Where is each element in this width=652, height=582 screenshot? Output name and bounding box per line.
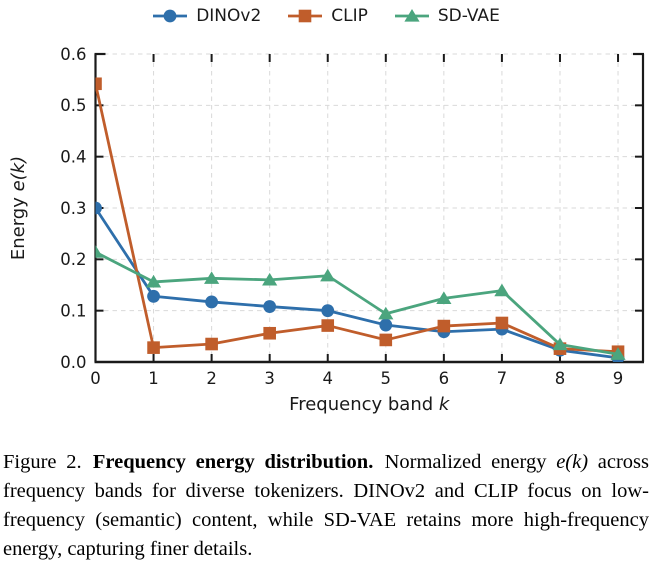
data-point-square	[437, 319, 451, 333]
caption-figure-label: Figure 2.	[3, 451, 82, 473]
legend-item-sd-vae: SD-VAE	[394, 6, 500, 26]
legend-label: DINOv2	[196, 6, 262, 26]
caption-title: Frequency energy distribution.	[92, 451, 374, 473]
data-point-triangle	[95, 245, 104, 258]
data-point-circle	[263, 300, 277, 313]
circle-marker-icon	[153, 9, 188, 23]
x-tick-label: 3	[264, 369, 275, 388]
y-tick-label: 0.2	[60, 250, 86, 269]
series-sd-vae	[95, 245, 626, 360]
x-tick-label: 4	[322, 369, 333, 388]
figure-caption: Figure 2. Frequency energy distribution. N…	[3, 448, 649, 564]
y-tick-label: 0.6	[60, 45, 86, 64]
chart-legend: DINOv2 CLIP SD-VAE	[0, 6, 652, 26]
series-line	[95, 83, 619, 354]
x-axis-title: Frequency band k	[289, 394, 451, 415]
data-point-square	[263, 326, 276, 340]
y-tick-label: 0.0	[60, 353, 86, 372]
series-dinov2	[95, 201, 625, 362]
data-point-square	[379, 333, 393, 347]
data-point-triangle	[552, 337, 568, 351]
data-point-circle	[95, 201, 102, 215]
legend-label: CLIP	[331, 6, 368, 26]
y-tick-label: 0.5	[60, 96, 86, 115]
x-tick-label: 8	[555, 369, 566, 388]
data-point-circle	[163, 9, 177, 23]
series-line	[95, 250, 619, 356]
data-point-circle	[147, 289, 160, 303]
caption-body-post: across frequency bands for diverse token…	[3, 451, 650, 560]
data-point-triangle	[404, 9, 420, 22]
data-point-triangle	[204, 271, 220, 284]
legend-item-clip: CLIP	[287, 6, 368, 26]
legend-item-dinov2: DINOv2	[152, 6, 261, 26]
data-point-square	[95, 77, 102, 91]
x-tick-label: 2	[206, 369, 217, 388]
data-point-square	[298, 9, 312, 23]
y-axis-title: Energy e(k)	[8, 156, 29, 260]
frequency-energy-chart: DINOv2 CLIP SD-VAE 0.0 0.1 0.2 0.3 0.4 0.5 0.6 0 1…	[0, 6, 652, 415]
x-tick-label: 7	[497, 369, 508, 388]
y-tick-label: 0.4	[60, 147, 86, 166]
data-point-circle	[321, 304, 335, 318]
data-point-square	[205, 337, 218, 351]
triangle-marker-icon	[394, 9, 429, 22]
data-point-square	[495, 316, 509, 330]
line-plot-canvas: 0.0 0.1 0.2 0.3 0.4 0.5 0.6 0 1 2 3 4 5 6 7 8 9 Frequency…	[8, 45, 645, 415]
legend-label: SD-VAE	[437, 6, 500, 26]
caption-math-term: e(k)	[556, 451, 589, 473]
x-tick-label: 1	[148, 369, 159, 388]
y-tick-label: 0.1	[60, 301, 86, 320]
caption-body-pre: Normalized energy	[384, 451, 557, 473]
data-point-triangle	[262, 272, 278, 286]
data-point-triangle	[145, 274, 162, 288]
x-tick-label: 5	[381, 369, 392, 388]
x-tick-label: 6	[439, 369, 450, 388]
data-point-triangle	[610, 347, 626, 360]
data-point-square	[321, 319, 335, 332]
x-tick-label: 0	[90, 369, 101, 388]
data-point-triangle	[378, 306, 394, 320]
series-line	[95, 207, 619, 360]
data-point-triangle	[436, 291, 452, 304]
data-point-square	[147, 341, 160, 354]
data-point-circle	[379, 318, 393, 332]
series-clip	[95, 77, 625, 359]
data-point-triangle	[320, 268, 336, 282]
y-tick-label: 0.3	[60, 199, 86, 218]
square-marker-icon	[288, 9, 323, 23]
data-point-circle	[205, 295, 219, 309]
x-tick-label: 9	[613, 369, 624, 388]
data-point-triangle	[494, 283, 510, 297]
